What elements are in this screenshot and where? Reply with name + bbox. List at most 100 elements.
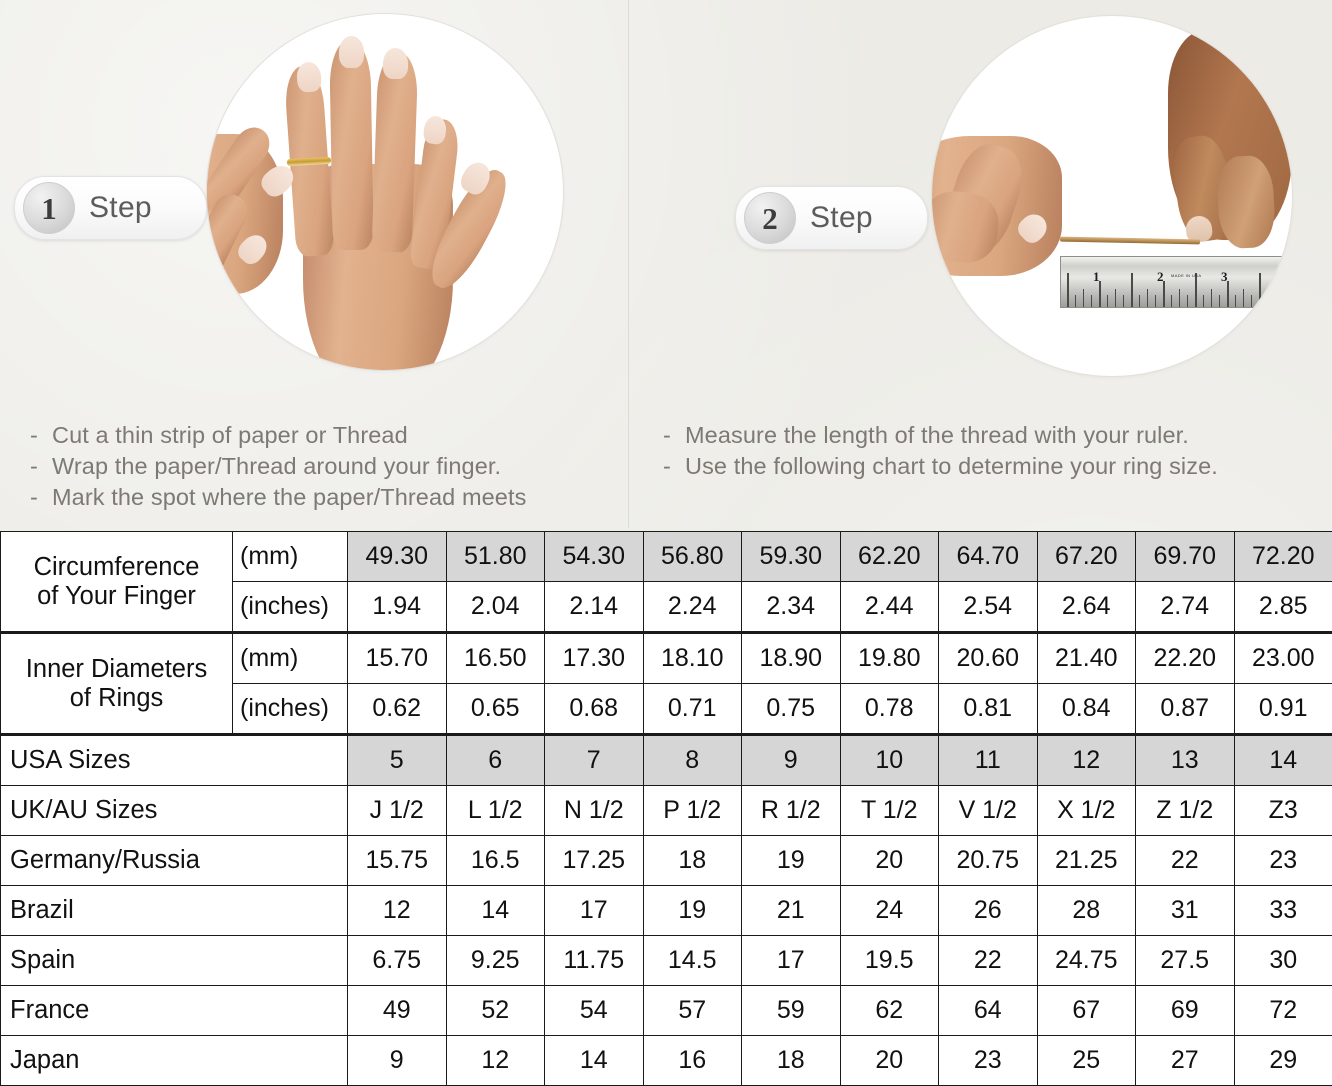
step-1-label: Step [89,191,152,225]
table-row: Inner Diameters of Rings (mm) 15.70 16.5… [1,633,1332,684]
table-cell: 17 [545,886,644,936]
table-cell: 21.25 [1037,836,1136,886]
table-cell: 2.54 [939,582,1038,633]
instructions-area: 1 2 3 MADE IN USA 1 Step 2 Step -Cut a t… [0,0,1332,528]
table-cell: 18.90 [742,633,841,684]
bullet-dash-icon: - [30,482,52,513]
table-row: France 49 52 54 57 59 62 64 67 69 72 [1,986,1332,1036]
step-2-photo: 1 2 3 MADE IN USA [932,16,1292,376]
table-cell: 23 [939,1036,1038,1086]
table-cell: 5 [348,735,447,786]
table-cell: 24 [840,886,939,936]
step-1-photo [207,14,563,370]
table-cell: 2.14 [545,582,644,633]
table-cell: 0.81 [939,684,1038,735]
table-cell: J 1/2 [348,786,447,836]
table-cell: 16.50 [446,633,545,684]
row-label-uk-au-sizes: UK/AU Sizes [1,786,348,836]
table-cell: 2.34 [742,582,841,633]
table-cell: 0.84 [1037,684,1136,735]
table-row: USA Sizes 5 6 7 8 9 10 11 12 13 14 [1,735,1332,786]
table-cell: 49 [348,986,447,1036]
table-cell: 52 [446,986,545,1036]
step-2-badge: 2 Step [735,186,928,250]
table-cell: Z 1/2 [1136,786,1235,836]
table-cell: 67.20 [1037,532,1136,582]
table-cell: 27 [1136,1036,1235,1086]
table-cell: 25 [1037,1036,1136,1086]
step-2-label: Step [810,201,873,235]
table-cell: X 1/2 [1037,786,1136,836]
row-label-france: France [1,986,348,1036]
table-cell: 20 [840,1036,939,1086]
group-label-line1: Circumference [34,553,200,581]
table-cell: 0.62 [348,684,447,735]
table-cell: 59.30 [742,532,841,582]
table-cell: 69.70 [1136,532,1235,582]
table-cell: P 1/2 [643,786,742,836]
unit-label-inches: (inches) [233,684,348,735]
unit-label-mm: (mm) [233,633,348,684]
table-cell: 15.75 [348,836,447,886]
table-cell: 20 [840,836,939,886]
table-cell: 64.70 [939,532,1038,582]
bullet-dash-icon: - [30,451,52,482]
ruler-imprint: MADE IN USA [1171,273,1201,278]
table-cell: 54.30 [545,532,644,582]
table-cell: 24.75 [1037,936,1136,986]
table-cell: 20.75 [939,836,1038,886]
table-row: Germany/Russia 15.75 16.5 17.25 18 19 20… [1,836,1332,886]
table-cell: 2.04 [446,582,545,633]
instruction-text: Wrap the paper/Thread around your finger… [52,453,501,479]
table-cell: 9 [348,1036,447,1086]
table-cell: 18.10 [643,633,742,684]
table-cell: 14.5 [643,936,742,986]
table-cell: 2.64 [1037,582,1136,633]
table-cell: 21.40 [1037,633,1136,684]
table-cell: N 1/2 [545,786,644,836]
table-cell: 67 [1037,986,1136,1036]
table-cell: 0.87 [1136,684,1235,735]
table-row: Brazil 12 14 17 19 21 24 26 28 31 33 [1,886,1332,936]
table-cell: 18 [742,1036,841,1086]
table-cell: 17.25 [545,836,644,886]
table-cell: 2.44 [840,582,939,633]
table-cell: 22.20 [1136,633,1235,684]
table-cell: 64 [939,986,1038,1036]
table-cell: 51.80 [446,532,545,582]
step-1-instructions: -Cut a thin strip of paper or Thread -Wr… [30,420,526,513]
group-label-line2: of Your Finger [37,582,196,610]
table-cell: 21 [742,886,841,936]
instruction-item: -Wrap the paper/Thread around your finge… [30,451,526,482]
table-cell: 0.91 [1234,684,1332,735]
table-cell: 6.75 [348,936,447,986]
instruction-text: Mark the spot where the paper/Thread mee… [52,484,526,510]
group-label-line1: Inner Diameters [26,655,207,683]
table-cell: 29 [1234,1036,1332,1086]
table-cell: 26 [939,886,1038,936]
table-cell: 15.70 [348,633,447,684]
table-cell: 13 [1136,735,1235,786]
step-2-number: 2 [762,203,778,234]
table-cell: 9 [742,735,841,786]
table-cell: R 1/2 [742,786,841,836]
row-label-usa-sizes: USA Sizes [1,735,348,786]
table-cell: 1.94 [348,582,447,633]
row-label-germany-russia: Germany/Russia [1,836,348,886]
ruler-mark-2: 2 [1157,269,1164,285]
unit-label-inches: (inches) [233,582,348,633]
ruler-mark-3: 3 [1221,269,1228,285]
table-cell: 8 [643,735,742,786]
table-cell: 2.85 [1234,582,1332,633]
step-1-badge: 1 Step [14,176,207,240]
table-cell: 22 [939,936,1038,986]
table-cell: 10 [840,735,939,786]
table-cell: 0.68 [545,684,644,735]
table-cell: 7 [545,735,644,786]
instruction-text: Measure the length of the thread with yo… [685,422,1189,448]
table-cell: T 1/2 [840,786,939,836]
instruction-text: Cut a thin strip of paper or Thread [52,422,408,448]
table-cell: 14 [446,886,545,936]
bullet-dash-icon: - [663,420,685,451]
unit-label-mm: (mm) [233,532,348,582]
